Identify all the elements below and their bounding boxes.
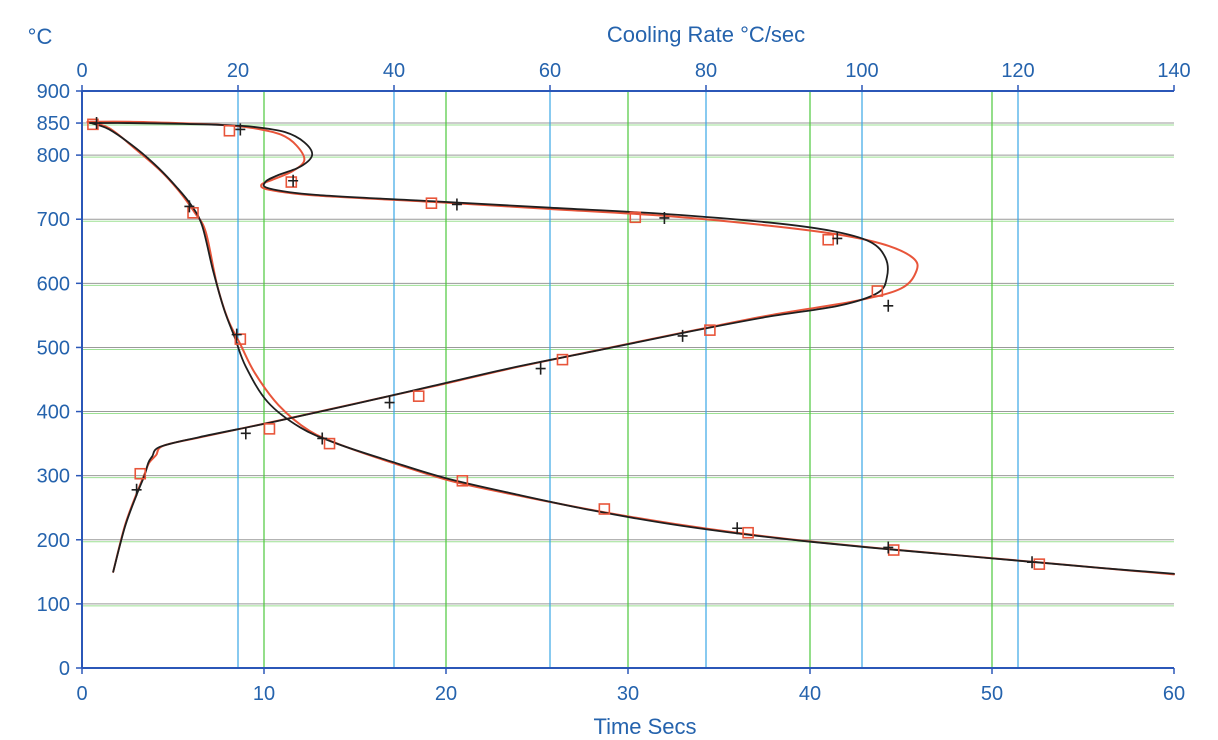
marker-layer bbox=[87, 117, 1046, 570]
x2-tick-label: 40 bbox=[383, 60, 405, 82]
x-tick-label: 0 bbox=[76, 683, 87, 705]
x-tick-label: 40 bbox=[799, 683, 821, 705]
x-tick-label: 20 bbox=[435, 683, 457, 705]
x2-tick-label: 100 bbox=[845, 60, 878, 82]
y-tick-label: 700 bbox=[37, 209, 70, 231]
data-marker-plus bbox=[131, 483, 142, 496]
data-marker-square bbox=[285, 176, 298, 188]
y-tick-label: 200 bbox=[37, 530, 70, 552]
data-marker-square bbox=[629, 211, 642, 224]
x-tick-label: 60 bbox=[1163, 683, 1185, 705]
x2-tick-label: 0 bbox=[76, 60, 87, 82]
time-temperature-curve-black bbox=[90, 122, 1175, 575]
data-marker-square bbox=[323, 437, 336, 450]
x2-axis-title: Cooling Rate °C/sec bbox=[607, 22, 805, 47]
data-marker-plus bbox=[677, 329, 688, 342]
data-marker-square bbox=[87, 118, 99, 131]
data-marker-square bbox=[187, 207, 199, 219]
y-tick-label: 800 bbox=[37, 145, 70, 167]
data-marker-plus bbox=[288, 174, 299, 187]
y-tick-label: 500 bbox=[37, 337, 70, 359]
data-marker-plus bbox=[451, 198, 462, 211]
data-marker-plus bbox=[317, 432, 328, 445]
cooling-rate-curve-red bbox=[88, 120, 919, 573]
y-axis-title: °C bbox=[28, 24, 53, 49]
data-marker-plus bbox=[659, 211, 670, 224]
x2-tick-label: 140 bbox=[1157, 60, 1190, 82]
data-marker-square bbox=[456, 474, 469, 487]
data-marker-square bbox=[425, 197, 438, 209]
data-marker-square bbox=[263, 423, 276, 435]
data-marker-square bbox=[412, 390, 425, 402]
x2-tick-label: 20 bbox=[227, 60, 249, 82]
data-marker-plus bbox=[231, 328, 242, 341]
y-tick-label: 300 bbox=[37, 466, 70, 488]
data-marker-plus bbox=[535, 362, 546, 375]
data-marker-plus bbox=[883, 299, 894, 312]
series-layer bbox=[86, 120, 1175, 576]
time-temperature-curve-red bbox=[86, 120, 1175, 576]
data-marker-plus bbox=[240, 427, 251, 440]
data-marker-square bbox=[556, 353, 569, 366]
data-marker-square bbox=[822, 233, 835, 246]
data-marker-plus bbox=[184, 200, 195, 213]
data-marker-plus bbox=[1027, 556, 1038, 569]
y-tick-label: 100 bbox=[37, 594, 70, 616]
y-tick-label: 0 bbox=[59, 658, 70, 680]
x-tick-label: 30 bbox=[617, 683, 639, 705]
data-marker-square bbox=[598, 503, 611, 515]
data-marker-square bbox=[871, 285, 884, 297]
data-marker-square bbox=[1033, 558, 1046, 570]
x2-tick-label: 80 bbox=[695, 60, 717, 82]
data-marker-plus bbox=[91, 117, 102, 130]
y-tick-label: 850 bbox=[37, 113, 70, 135]
y-tick-label: 600 bbox=[37, 273, 70, 295]
y-tick-label: 400 bbox=[37, 402, 70, 424]
data-marker-plus bbox=[832, 232, 843, 245]
x-tick-label: 50 bbox=[981, 683, 1003, 705]
x-tick-label: 10 bbox=[253, 683, 275, 705]
data-marker-square bbox=[704, 324, 716, 336]
grid-layer bbox=[82, 91, 1174, 668]
x2-tick-label: 60 bbox=[539, 60, 561, 82]
cooling-rate-curve-black bbox=[88, 122, 889, 573]
data-marker-plus bbox=[235, 123, 246, 136]
x-axis-title: Time Secs bbox=[593, 714, 696, 739]
data-marker-plus bbox=[384, 396, 395, 409]
y-tick-label: 900 bbox=[37, 81, 70, 103]
data-marker-plus bbox=[883, 541, 894, 554]
data-marker-plus bbox=[732, 522, 743, 535]
x2-tick-label: 120 bbox=[1001, 60, 1034, 82]
data-marker-square bbox=[223, 124, 236, 137]
data-marker-square bbox=[742, 526, 754, 539]
data-marker-square bbox=[134, 467, 147, 480]
